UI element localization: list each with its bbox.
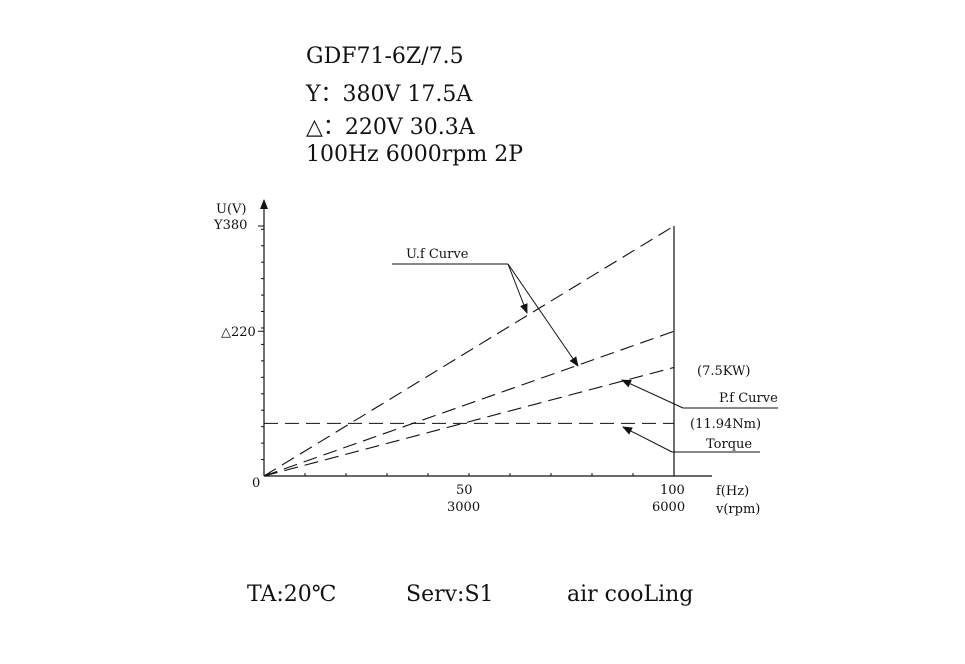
delta-connection-label: △：220V 30.3A xyxy=(306,115,475,140)
torque-pointer xyxy=(622,426,673,453)
service-duty: Serv:S1 xyxy=(406,582,494,607)
uf-curve-label: U.f Curve xyxy=(406,247,469,262)
power-value-label: (7.5KW) xyxy=(697,364,750,379)
series-line-2 xyxy=(263,366,675,477)
y-tick-label-380: Y380 xyxy=(213,218,247,233)
x-tick-label2-6000: 6000 xyxy=(652,500,685,515)
star-connection-label: Y：380V 17.5A xyxy=(306,82,473,107)
y-tick-label-0: 0 xyxy=(252,476,260,491)
uf-curve-pointer-2 xyxy=(507,263,579,367)
rating-label: 100Hz 6000rpm 2P xyxy=(306,142,524,167)
x-axis-label-secondary: v(rpm) xyxy=(715,502,760,517)
x-tick-label-100: 100 xyxy=(660,483,685,498)
annotations: U.f Curve (7.5KW) P.f Curve (11.94Nm) To… xyxy=(392,247,778,453)
ambient-temperature: TA:20℃ xyxy=(247,582,337,607)
x-tick-label-50: 50 xyxy=(456,483,473,498)
cooling-method: air cooLing xyxy=(567,582,694,607)
torque-label: Torque xyxy=(706,437,752,452)
uf-chart: U(V) Y380 △220 0 50 3000 100 6000 f(Hz) … xyxy=(213,199,778,517)
series-lines xyxy=(263,225,675,477)
pf-curve-label: P.f Curve xyxy=(719,391,778,406)
series-line-1 xyxy=(263,330,675,477)
torque-value-label: (11.94Nm) xyxy=(690,417,761,432)
x-tick-label2-3000: 3000 xyxy=(447,500,480,515)
series-line-0 xyxy=(263,225,675,477)
y-axis-label: U(V) xyxy=(216,202,247,217)
pf-curve-pointer xyxy=(621,379,684,409)
axis-labels: U(V) Y380 △220 0 50 3000 100 6000 f(Hz) … xyxy=(213,202,760,517)
axes xyxy=(258,199,712,477)
y-tick-label-220: △220 xyxy=(221,325,256,340)
uf-curve-pointer-1 xyxy=(507,263,528,314)
model-label: GDF71-6Z/7.5 xyxy=(306,44,464,69)
x-axis-label: f(Hz) xyxy=(716,484,749,499)
